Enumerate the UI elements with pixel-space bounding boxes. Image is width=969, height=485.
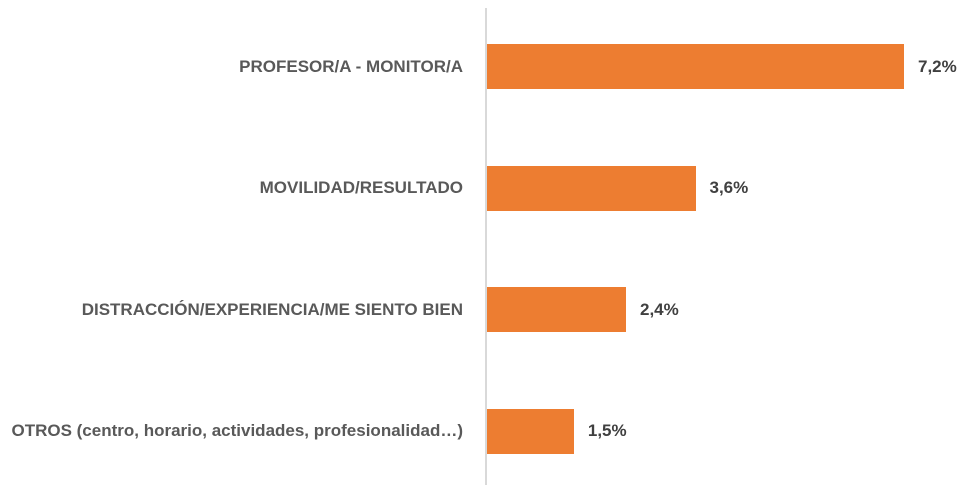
bar [487, 44, 904, 90]
category-label: MOVILIDAD/RESULTADO [259, 178, 463, 198]
bar [487, 165, 696, 211]
category-label: PROFESOR/A - MONITOR/A [239, 56, 463, 76]
category-label: OTROS (centro, horario, actividades, pro… [11, 421, 463, 441]
bar [487, 408, 574, 454]
data-label: 2,4% [640, 299, 679, 319]
category-axis [485, 8, 487, 485]
data-label: 3,6% [709, 178, 749, 198]
data-label: 7,2% [918, 56, 957, 76]
bar [487, 287, 626, 333]
category-label: DISTRACCIÓN/EXPERIENCIA/ME SIENTO BIEN [81, 299, 463, 319]
data-label: 1,5% [587, 421, 627, 441]
